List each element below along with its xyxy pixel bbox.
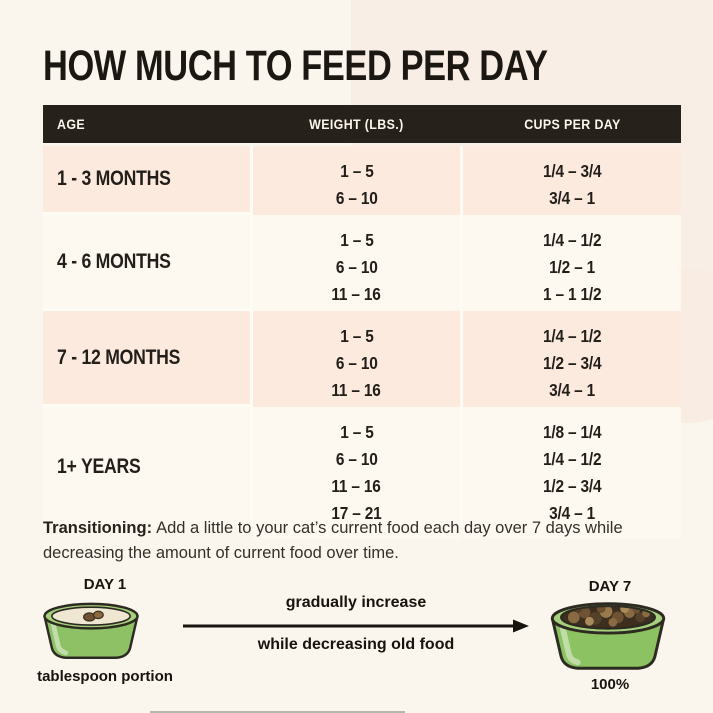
weight-range: 11 – 16	[331, 476, 382, 496]
table-header-row: AGE WEIGHT (LBS.) CUPS PER DAY	[43, 105, 681, 143]
cups-range: 1/4 – 1/2	[542, 449, 602, 469]
feeding-table-body: 1 - 3 MONTHS 1 – 5 6 – 10 1/4 – 3/4 3/4 – …	[43, 146, 681, 539]
table-row: 1 - 3 MONTHS 1 – 5 6 – 10 1/4 – 3/4 3/4 – …	[43, 146, 681, 224]
table-row: 4 - 6 MONTHS 1 – 5 6 – 10 11 – 16 1/4 – 1/…	[43, 215, 681, 320]
age-cell: 7 - 12 MONTHS	[43, 311, 250, 404]
arrow-top-label: gradually increase	[285, 594, 427, 611]
cups-range: 1/4 – 3/4	[542, 161, 602, 181]
bottom-edge-line	[150, 711, 405, 713]
weight-range: 1 – 5	[339, 161, 374, 181]
table-row: 1+ YEARS 1 – 5 6 – 10 11 – 16 17 – 21 1/8 –…	[43, 407, 681, 539]
weight-range: 11 – 16	[331, 380, 382, 400]
cups-range: 1 – 1 1/2	[542, 284, 602, 304]
cups-cell: 1/4 – 3/4 3/4 – 1	[463, 146, 681, 224]
arrow-bottom-label: while decreasing old food	[257, 636, 455, 653]
cups-range: 3/4 – 1	[549, 380, 595, 400]
day1-label: DAY 1	[83, 576, 127, 593]
weight-cell: 1 – 5 6 – 10 11 – 16	[253, 215, 460, 320]
transition-arrow-group: gradually increase while decreasing old …	[183, 572, 529, 672]
weight-cell: 1 – 5 6 – 10 11 – 16	[253, 311, 460, 416]
cups-range: 1/2 – 3/4	[542, 353, 602, 373]
cups-range: 1/2 – 1	[549, 257, 595, 277]
weight-cell: 1 – 5 6 – 10 11 – 16 17 – 21	[253, 407, 460, 539]
cups-range: 3/4 – 1	[549, 503, 595, 523]
page-title: HOW MUCH TO FEED PER DAY	[43, 42, 548, 90]
weight-range: 17 – 21	[331, 503, 382, 523]
column-header-age: AGE	[57, 116, 86, 132]
age-cell: 1+ YEARS	[43, 407, 250, 527]
weight-range: 11 – 16	[331, 284, 382, 304]
day7-label: DAY 7	[588, 578, 632, 595]
weight-range: 1 – 5	[339, 422, 374, 442]
transition-text: Add a little to your cat’s current food …	[43, 519, 623, 562]
cups-range: 3/4 – 1	[549, 188, 595, 208]
cups-cell: 1/8 – 1/4 1/4 – 1/2 1/2 – 3/4 3/4 – 1	[463, 407, 681, 539]
weight-range: 6 – 10	[335, 449, 378, 469]
cups-range: 1/8 – 1/4	[542, 422, 602, 442]
table-row: 7 - 12 MONTHS 1 – 5 6 – 10 11 – 16 1/4 – 1…	[43, 311, 681, 416]
cups-range: 1/4 – 1/2	[542, 326, 602, 346]
age-cell: 1 - 3 MONTHS	[43, 146, 250, 212]
transition-note: Transitioning: Add a little to your cat’s…	[43, 516, 679, 566]
day1-caption: tablespoon portion	[37, 668, 173, 685]
weight-range: 6 – 10	[335, 257, 378, 277]
transition-diagram: DAY 1 tablespoon portion gradually incre…	[0, 572, 713, 697]
column-header-cups: CUPS PER DAY	[523, 116, 621, 132]
cups-cell: 1/4 – 1/2 1/2 – 3/4 3/4 – 1	[463, 311, 681, 416]
age-cell: 4 - 6 MONTHS	[43, 215, 250, 308]
cups-cell: 1/4 – 1/2 1/2 – 1 1 – 1 1/2	[463, 215, 681, 320]
transition-label: Transitioning:	[43, 519, 153, 537]
right-arrow-icon	[183, 619, 529, 633]
cups-range: 1/2 – 3/4	[542, 476, 602, 496]
cups-range: 1/4 – 1/2	[542, 230, 602, 250]
weight-range: 1 – 5	[339, 326, 374, 346]
weight-range: 6 – 10	[335, 188, 378, 208]
weight-range: 1 – 5	[339, 230, 374, 250]
column-header-weight: WEIGHT (LBS.)	[309, 116, 404, 132]
feeding-table: AGE WEIGHT (LBS.) CUPS PER DAY 1 - 3 MON…	[43, 105, 681, 539]
weight-cell: 1 – 5 6 – 10	[253, 146, 460, 224]
day7-bowl-icon	[543, 592, 673, 683]
weight-range: 6 – 10	[335, 353, 378, 373]
day7-caption: 100%	[590, 676, 630, 693]
day1-bowl-icon	[38, 594, 144, 671]
